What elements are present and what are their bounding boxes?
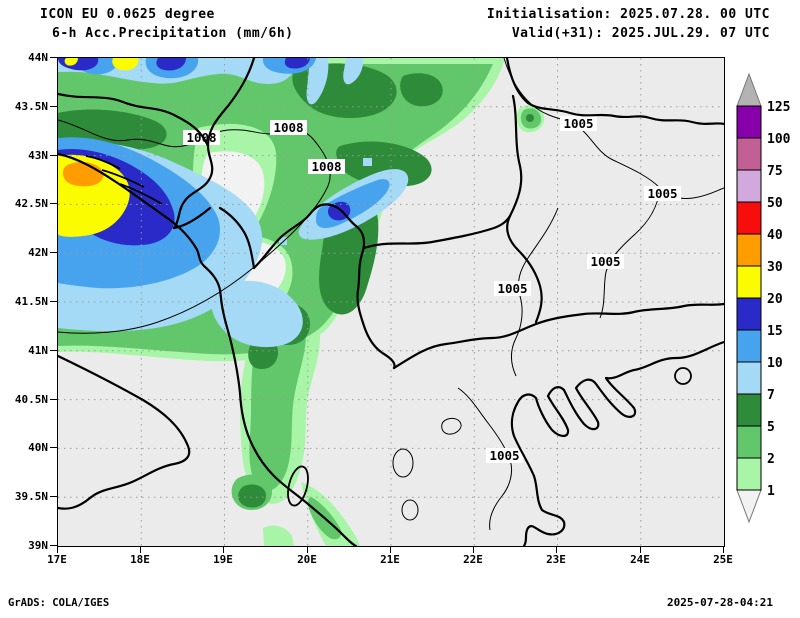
lon-tick-20: 20E bbox=[297, 553, 317, 566]
lat-tick-42-5: 42.5N bbox=[14, 197, 48, 210]
lat-tick-44: 44N bbox=[28, 51, 48, 64]
colorbar-label-1: 1 bbox=[767, 484, 775, 499]
title-init: Initialisation: 2025.07.28. 00 UTC bbox=[486, 7, 770, 22]
islands bbox=[85, 155, 692, 507]
lon-tick-17: 17E bbox=[47, 553, 67, 566]
colorbar-label-100: 100 bbox=[767, 132, 791, 147]
colorbar-label-15: 15 bbox=[767, 324, 783, 339]
colorbar-label-5: 5 bbox=[767, 420, 775, 435]
creation-timestamp: 2025-07-28-04:21 bbox=[667, 596, 773, 609]
colorbar-label-20: 20 bbox=[767, 292, 783, 307]
svg-text:1005: 1005 bbox=[647, 186, 677, 201]
lon-tick-18: 18E bbox=[130, 553, 150, 566]
svg-text:1008: 1008 bbox=[186, 130, 216, 145]
svg-text:1005: 1005 bbox=[497, 281, 527, 296]
title-product: 6-h Acc.Precipitation (mm/6h) bbox=[52, 26, 294, 41]
colorbar-label-75: 75 bbox=[767, 164, 783, 179]
lat-tick-43: 43N bbox=[28, 149, 48, 162]
svg-text:1008: 1008 bbox=[273, 120, 303, 135]
lat-tick-40-5: 40.5N bbox=[14, 393, 48, 406]
lon-tick-24: 24E bbox=[630, 553, 650, 566]
title-model: ICON EU 0.0625 degree bbox=[40, 7, 215, 22]
colorbar-label-40: 40 bbox=[767, 228, 783, 243]
colorbar-legend: 125 100 75 50 40 30 20 15 10 7 5 2 1 bbox=[733, 70, 797, 544]
map-canvas: 1008 1008 1008 1005 1005 1005 1005 1005 bbox=[57, 57, 725, 547]
svg-text:1005: 1005 bbox=[563, 116, 593, 131]
lat-tick-41-5: 41.5N bbox=[14, 295, 48, 308]
svg-text:1008: 1008 bbox=[311, 159, 341, 174]
lon-tick-25: 25E bbox=[713, 553, 733, 566]
lat-tick-43-5: 43.5N bbox=[14, 100, 48, 113]
colorbar-label-7: 7 bbox=[767, 388, 775, 403]
lat-tick-39-5: 39.5N bbox=[14, 490, 48, 503]
lon-tick-23: 23E bbox=[546, 553, 566, 566]
colorbar-label-2: 2 bbox=[767, 452, 775, 467]
grads-credit: GrADS: COLA/IGES bbox=[8, 597, 110, 609]
svg-text:1005: 1005 bbox=[590, 254, 620, 269]
coastlines-borders bbox=[58, 58, 724, 546]
svg-text:1005: 1005 bbox=[489, 448, 519, 463]
isobar-labels: 1008 1008 1008 1005 1005 1005 1005 1005 bbox=[183, 116, 681, 463]
colorbar-over-arrow bbox=[736, 72, 762, 107]
title-valid: Valid(+31): 2025.JUL.29. 07 UTC bbox=[511, 26, 770, 41]
lon-tick-22: 22E bbox=[463, 553, 483, 566]
lon-tick-21: 21E bbox=[380, 553, 400, 566]
lat-tick-39: 39N bbox=[28, 539, 48, 552]
colorbar-label-30: 30 bbox=[767, 260, 783, 275]
colorbar-under-arrow bbox=[736, 489, 762, 524]
lat-tick-42: 42N bbox=[28, 246, 48, 259]
lat-tick-41: 41N bbox=[28, 344, 48, 357]
colorbar-label-10: 10 bbox=[767, 356, 783, 371]
lat-tick-40: 40N bbox=[28, 441, 48, 454]
precip-dark-green bbox=[58, 63, 534, 508]
colorbar-label-125: 125 bbox=[767, 100, 790, 115]
colorbar-label-50: 50 bbox=[767, 196, 783, 211]
lon-tick-19: 19E bbox=[213, 553, 233, 566]
